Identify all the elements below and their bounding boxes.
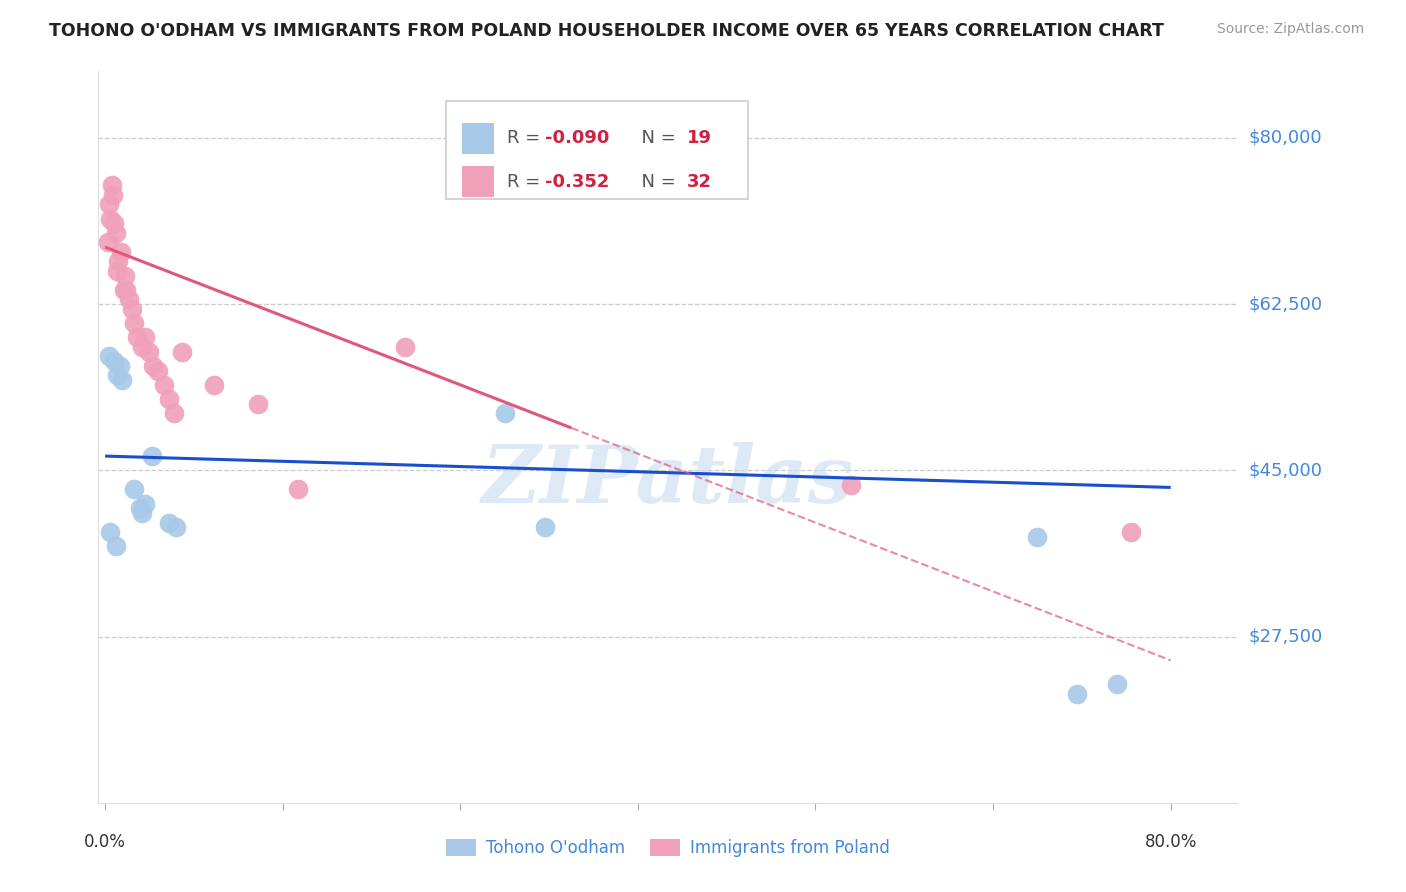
Text: $80,000: $80,000 <box>1249 128 1322 147</box>
Text: 32: 32 <box>688 172 713 191</box>
Point <box>125 330 148 344</box>
Point <box>97 235 120 250</box>
Point <box>157 392 180 406</box>
Point <box>105 368 128 383</box>
Point <box>494 406 516 420</box>
Point <box>107 254 129 268</box>
Point <box>152 377 174 392</box>
Point <box>110 244 132 259</box>
Point <box>131 340 153 354</box>
Bar <box>461 166 494 197</box>
Text: R =: R = <box>508 129 547 147</box>
Point <box>115 283 138 297</box>
Text: $62,500: $62,500 <box>1249 295 1323 313</box>
Point <box>100 211 122 226</box>
Text: 19: 19 <box>688 129 713 147</box>
Text: R =: R = <box>508 172 547 191</box>
Point <box>103 216 125 230</box>
Point <box>111 373 134 387</box>
Text: $45,000: $45,000 <box>1249 461 1323 479</box>
Point <box>114 268 136 283</box>
Text: ZIPatlas: ZIPatlas <box>482 442 853 520</box>
Point <box>148 363 170 377</box>
Text: $27,500: $27,500 <box>1249 628 1323 646</box>
FancyBboxPatch shape <box>446 101 748 200</box>
Text: Source: ZipAtlas.com: Source: ZipAtlas.com <box>1216 22 1364 37</box>
Text: N =: N = <box>630 129 682 147</box>
Point <box>165 520 187 534</box>
Point <box>101 187 124 202</box>
Point <box>128 501 150 516</box>
Point <box>172 344 194 359</box>
Text: N =: N = <box>630 172 682 191</box>
Point <box>394 340 416 354</box>
Point <box>118 293 141 307</box>
Text: -0.090: -0.090 <box>546 129 609 147</box>
Point <box>98 349 121 363</box>
Point <box>1026 530 1049 544</box>
Text: -0.352: -0.352 <box>546 172 609 191</box>
Point <box>105 264 128 278</box>
Point <box>100 524 122 539</box>
Point <box>124 316 146 330</box>
Text: 0.0%: 0.0% <box>84 833 127 851</box>
Point <box>121 301 143 316</box>
Point <box>138 344 160 359</box>
Point <box>108 359 131 373</box>
Text: TOHONO O'ODHAM VS IMMIGRANTS FROM POLAND HOUSEHOLDER INCOME OVER 65 YEARS CORREL: TOHONO O'ODHAM VS IMMIGRANTS FROM POLAND… <box>49 22 1164 40</box>
Point <box>112 283 135 297</box>
Point <box>247 397 270 411</box>
Point <box>124 483 146 497</box>
Point <box>141 449 163 463</box>
Point <box>163 406 186 420</box>
Point <box>1066 687 1088 701</box>
Point <box>104 226 127 240</box>
Point <box>1107 677 1129 691</box>
Point <box>533 520 555 534</box>
Point <box>134 330 156 344</box>
Legend: Tohono O'odham, Immigrants from Poland: Tohono O'odham, Immigrants from Poland <box>439 832 897 864</box>
Bar <box>461 123 494 153</box>
Point <box>1119 524 1142 539</box>
Point <box>98 197 121 211</box>
Point <box>157 516 180 530</box>
Point <box>131 506 153 520</box>
Point <box>142 359 165 373</box>
Point <box>287 483 309 497</box>
Point <box>100 178 122 193</box>
Text: 80.0%: 80.0% <box>1144 833 1197 851</box>
Point <box>202 377 225 392</box>
Point <box>104 539 127 553</box>
Point <box>103 354 125 368</box>
Point <box>839 477 862 491</box>
Point <box>134 497 156 511</box>
